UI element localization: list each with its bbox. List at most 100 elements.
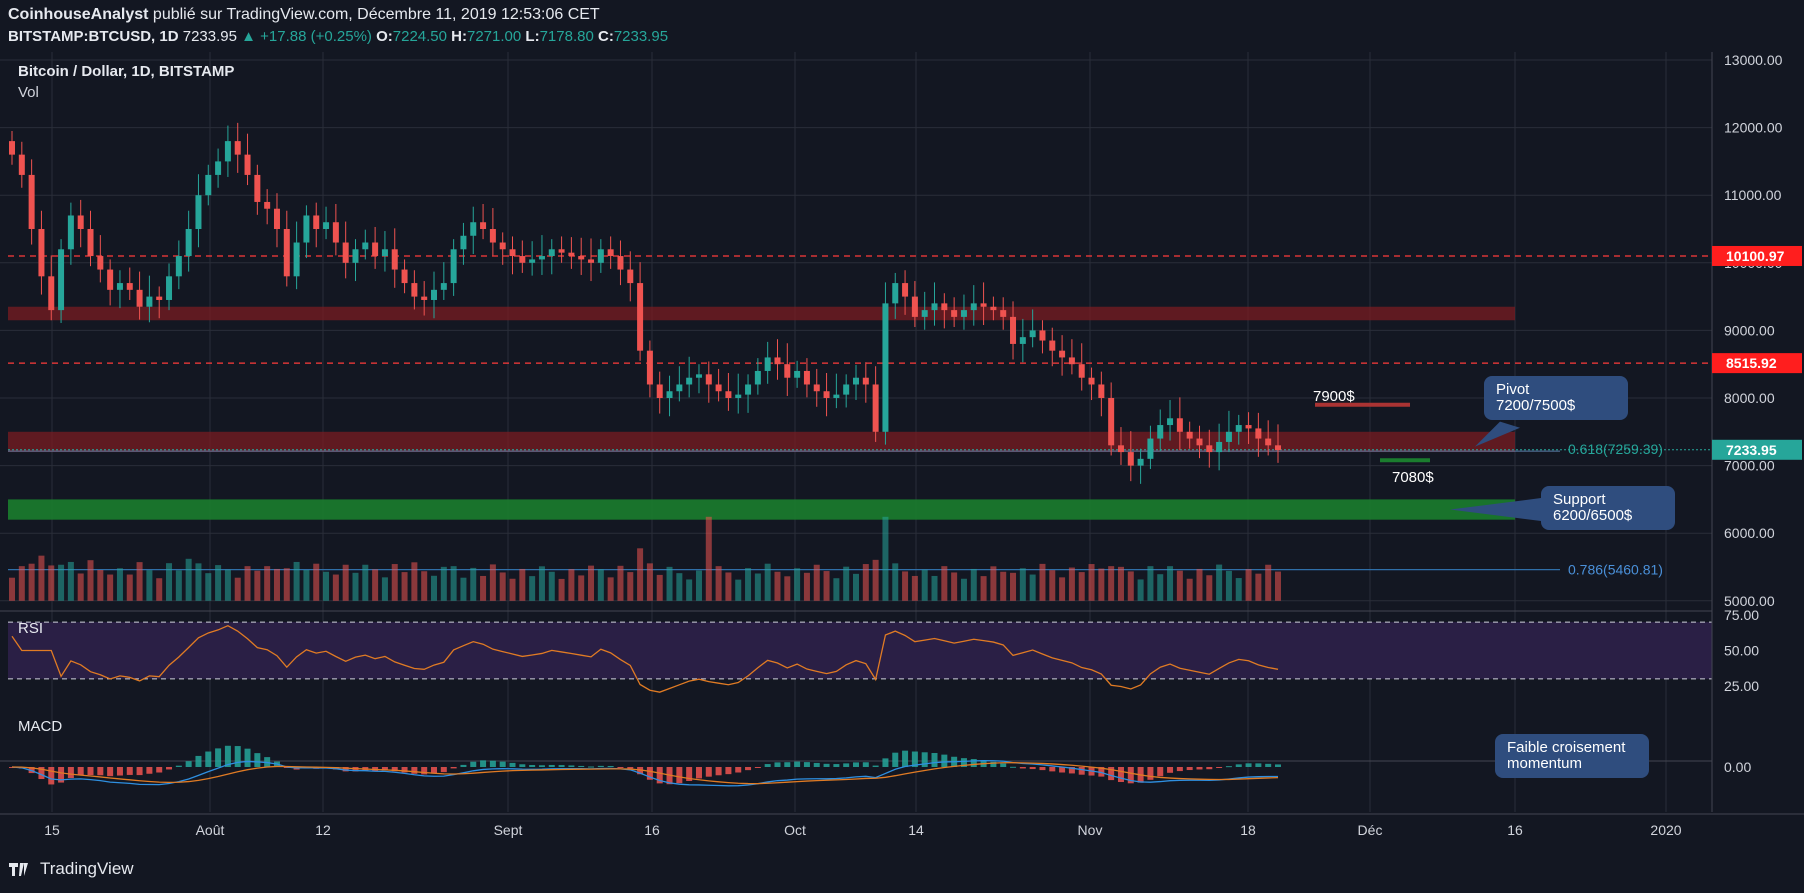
macd-histogram-bar bbox=[156, 767, 163, 773]
volume-bar bbox=[519, 568, 526, 601]
volume-bar bbox=[892, 563, 899, 601]
volume-bar bbox=[1147, 566, 1154, 601]
volume-bar bbox=[1078, 572, 1085, 601]
macd-histogram-bar bbox=[175, 765, 182, 767]
candle-body bbox=[1049, 340, 1056, 351]
candle-body bbox=[146, 296, 153, 307]
tradingview-icon bbox=[9, 863, 28, 876]
level-7080-label: 7080$ bbox=[1392, 469, 1434, 486]
macd-histogram-bar bbox=[107, 767, 114, 777]
macd-histogram-bar bbox=[97, 767, 104, 776]
candle-body bbox=[509, 249, 516, 257]
up-arrow-icon: ▲ bbox=[241, 28, 256, 45]
volume-bar bbox=[588, 565, 595, 601]
pivot-callout-pointer bbox=[1475, 421, 1520, 447]
volume-bar bbox=[1176, 570, 1183, 601]
candle-body bbox=[342, 242, 349, 263]
volume-bar bbox=[1245, 569, 1252, 601]
volume-bar bbox=[38, 555, 45, 601]
volume-bar bbox=[1039, 563, 1046, 601]
price-flag-label: 8515.92 bbox=[1726, 355, 1777, 371]
candle-body bbox=[1186, 431, 1193, 439]
candle-body bbox=[960, 310, 967, 317]
volume-bar bbox=[323, 571, 330, 601]
open-value: 7224.50 bbox=[392, 28, 447, 45]
volume-bar bbox=[823, 571, 830, 601]
candle-body bbox=[1196, 438, 1203, 446]
price-flag bbox=[1712, 439, 1802, 460]
macd-histogram-bar bbox=[960, 758, 967, 767]
candle-body bbox=[48, 276, 55, 311]
signal-line bbox=[11, 762, 1279, 785]
volume-bar bbox=[1157, 574, 1164, 601]
candle-body bbox=[18, 154, 25, 175]
author-name[interactable]: CoinhouseAnalyst bbox=[8, 6, 149, 23]
x-tick-label: Oct bbox=[784, 822, 806, 838]
candle-body bbox=[431, 289, 437, 300]
volume-bar bbox=[1068, 567, 1075, 601]
macd-histogram-bar bbox=[431, 767, 437, 774]
candle-body bbox=[77, 215, 84, 229]
volume-bar bbox=[538, 566, 545, 601]
main-pane-title: Bitcoin / Dollar, 1D, BITSTAMP bbox=[18, 63, 234, 80]
x-tick-label: 16 bbox=[1507, 822, 1523, 838]
volume-bar bbox=[1167, 566, 1174, 601]
volume-bar bbox=[136, 562, 143, 601]
candle-body bbox=[1098, 384, 1105, 398]
macd-histogram-bar bbox=[146, 767, 153, 774]
level-7900-label: 7900$ bbox=[1313, 388, 1355, 405]
macd-histogram-bar bbox=[941, 754, 948, 767]
candle-body bbox=[499, 242, 506, 250]
volume-bar bbox=[1196, 568, 1203, 601]
candle-body bbox=[1265, 438, 1272, 446]
volume-bar bbox=[264, 566, 271, 601]
macd-histogram-bar bbox=[1245, 763, 1252, 767]
volume-bar bbox=[941, 566, 948, 601]
volume-bar bbox=[303, 570, 310, 601]
volume-bar bbox=[1049, 570, 1056, 601]
candle-body bbox=[224, 141, 231, 162]
volume-bar bbox=[735, 579, 742, 601]
macd-histogram-bar bbox=[578, 765, 585, 767]
volume-bar bbox=[352, 572, 359, 601]
volume-bar bbox=[607, 577, 614, 601]
macd-histogram-bar bbox=[597, 765, 604, 767]
macd-histogram-bar bbox=[1019, 767, 1026, 769]
volume-bar bbox=[1225, 570, 1232, 601]
volume-bar bbox=[411, 562, 418, 601]
close-label: C: bbox=[597, 28, 614, 45]
tradingview-logo[interactable]: TradingView bbox=[8, 859, 134, 879]
volume-bar bbox=[921, 569, 928, 601]
y-tick-label: 12000.00 bbox=[1724, 120, 1783, 136]
volume-bar bbox=[990, 566, 997, 601]
y-tick-label: 7000.00 bbox=[1724, 458, 1775, 474]
candle-body bbox=[1206, 445, 1213, 453]
macd-histogram-bar bbox=[902, 750, 909, 767]
candle-body bbox=[519, 256, 526, 263]
volume-bar bbox=[666, 566, 673, 601]
candle-body bbox=[470, 222, 477, 236]
candle-body bbox=[38, 229, 45, 277]
y-tick-label: 8000.00 bbox=[1724, 390, 1775, 406]
candle-body bbox=[529, 259, 536, 263]
macd-histogram-bar bbox=[1117, 767, 1124, 783]
trading-chart[interactable]: 7900$ 7080$ 0.618(7259.39) 0.786(5460.81) Bi… bbox=[0, 52, 1804, 852]
volume-bar bbox=[1029, 574, 1036, 601]
macd-histogram-bar bbox=[764, 764, 771, 767]
macd-histogram-bar bbox=[480, 760, 487, 767]
zone-resistance bbox=[8, 306, 1515, 321]
macd-histogram-bar bbox=[1098, 767, 1105, 777]
candle-body bbox=[1029, 330, 1036, 338]
macd-label: MACD bbox=[18, 718, 62, 735]
volume-bar bbox=[460, 577, 467, 601]
macd-histogram-bar bbox=[695, 767, 702, 779]
candle-body bbox=[853, 377, 859, 385]
candle-body bbox=[911, 296, 918, 317]
macd-histogram-bar bbox=[1225, 766, 1232, 768]
volume-bar bbox=[1265, 564, 1272, 601]
candle-body bbox=[1176, 418, 1183, 432]
candle-body bbox=[607, 249, 614, 257]
candle-body bbox=[558, 249, 565, 253]
volume-bar bbox=[980, 576, 987, 601]
macd-histogram-bar bbox=[754, 767, 761, 768]
